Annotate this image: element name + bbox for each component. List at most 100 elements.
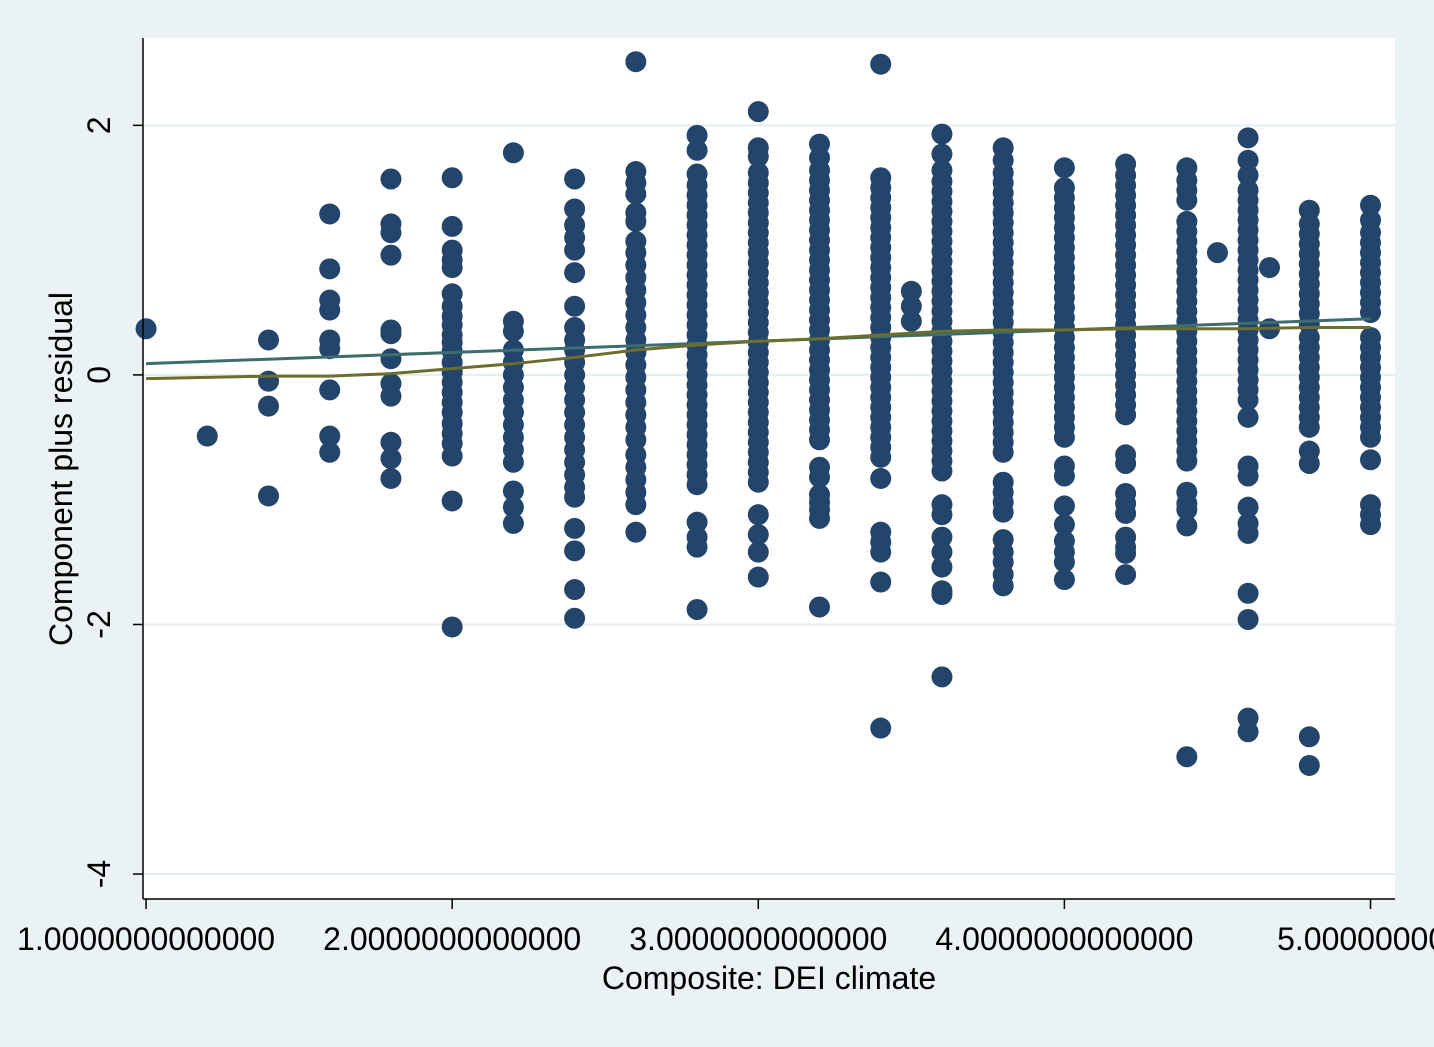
data-point (442, 490, 463, 511)
data-point (380, 323, 401, 344)
data-point (1360, 427, 1381, 448)
data-point (931, 584, 952, 605)
data-point (1176, 190, 1197, 211)
data-point (931, 124, 952, 145)
data-point (258, 396, 279, 417)
data-point (442, 257, 463, 278)
data-point (380, 448, 401, 469)
data-point (870, 572, 891, 593)
data-point (1299, 453, 1320, 474)
data-point (258, 371, 279, 392)
data-point (319, 442, 340, 463)
data-point (380, 348, 401, 369)
data-point (1259, 257, 1280, 278)
x-tick-label: 2.0000000000000 (323, 921, 581, 957)
x-tick-label: 3.0000000000000 (629, 921, 887, 957)
data-point (809, 429, 830, 450)
data-point (809, 597, 830, 618)
data-point (564, 262, 585, 283)
data-point (993, 442, 1014, 463)
data-point (993, 575, 1014, 596)
y-tick-label: 0 (81, 366, 117, 384)
data-point (1299, 755, 1320, 776)
data-point (931, 557, 952, 578)
data-point (564, 240, 585, 261)
data-point (442, 616, 463, 637)
data-point (625, 522, 646, 543)
data-point (1360, 514, 1381, 535)
data-point (687, 599, 708, 620)
data-point (1299, 726, 1320, 747)
data-point (1238, 583, 1259, 604)
data-point (1238, 721, 1259, 742)
data-point (931, 666, 952, 687)
data-point (1176, 746, 1197, 767)
data-point (625, 183, 646, 204)
data-point (1238, 407, 1259, 428)
data-point (1176, 451, 1197, 472)
data-point (1115, 453, 1136, 474)
data-point (1299, 417, 1320, 438)
data-point (564, 487, 585, 508)
data-point (1238, 609, 1259, 630)
data-point (258, 485, 279, 506)
data-point (1054, 495, 1075, 516)
data-point (1238, 127, 1259, 148)
data-point (380, 468, 401, 489)
data-point (503, 513, 524, 534)
x-tick-label: 4.0000000000000 (935, 921, 1193, 957)
data-point (1054, 569, 1075, 590)
data-point (993, 502, 1014, 523)
data-point (442, 167, 463, 188)
data-point (748, 472, 769, 493)
data-point (625, 51, 646, 72)
data-point (1238, 465, 1259, 486)
data-point (1054, 157, 1075, 178)
data-point (1238, 523, 1259, 544)
data-point (564, 169, 585, 190)
data-point (442, 216, 463, 237)
data-point (564, 608, 585, 629)
x-tick-label: 1.0000000000000 (17, 921, 275, 957)
x-axis-title: Composite: DEI climate (602, 960, 936, 996)
data-point (687, 537, 708, 558)
data-point (136, 318, 157, 339)
data-point (380, 386, 401, 407)
data-point (1207, 242, 1228, 263)
data-point (1115, 543, 1136, 564)
data-point (901, 311, 922, 332)
data-point (687, 474, 708, 495)
data-point (1360, 449, 1381, 470)
data-point (748, 542, 769, 563)
data-point (258, 329, 279, 350)
data-point (1054, 427, 1075, 448)
data-point (1054, 465, 1075, 486)
data-point (442, 446, 463, 467)
data-point (931, 460, 952, 481)
data-point (1115, 503, 1136, 524)
data-point (1115, 564, 1136, 585)
plot-area (143, 38, 1395, 899)
data-point (564, 579, 585, 600)
data-point (870, 468, 891, 489)
data-point (380, 245, 401, 266)
data-point (625, 494, 646, 515)
data-point (748, 101, 769, 122)
data-point (319, 258, 340, 279)
data-point (564, 296, 585, 317)
data-point (564, 540, 585, 561)
data-point (503, 321, 524, 342)
data-point (870, 54, 891, 75)
data-point (748, 567, 769, 588)
data-point (687, 140, 708, 161)
data-point (870, 718, 891, 739)
y-tick-label: 2 (81, 116, 117, 134)
data-point (380, 222, 401, 243)
data-point (564, 518, 585, 539)
x-tick-label: 5.000000000 (1277, 921, 1434, 957)
data-point (380, 169, 401, 190)
data-point (319, 203, 340, 224)
data-point (1115, 404, 1136, 425)
data-point (197, 426, 218, 447)
data-point (503, 142, 524, 163)
